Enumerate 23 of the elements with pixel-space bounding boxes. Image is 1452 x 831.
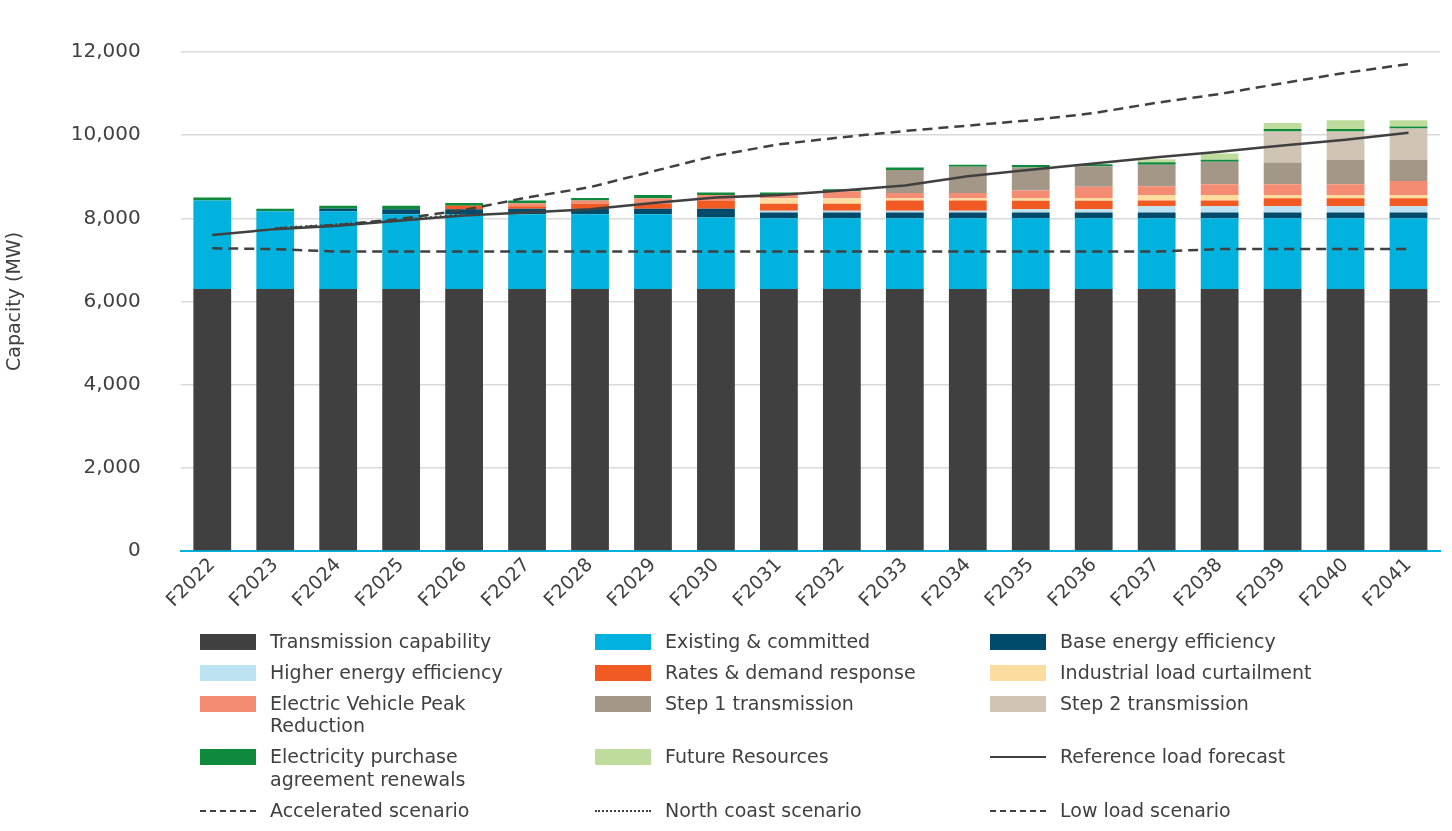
legend-label: Industrial load curtailment bbox=[1060, 660, 1312, 684]
legend-label: Base energy efficiency bbox=[1060, 630, 1276, 653]
y-tick-label: 6,000 bbox=[83, 287, 141, 312]
legend-label: Low load scenario bbox=[1060, 798, 1231, 822]
legend-label: Electricity purchase agreement renewals bbox=[270, 745, 467, 791]
y-tick-label: 10,000 bbox=[70, 121, 141, 146]
y-tick-label: 8,000 bbox=[83, 204, 141, 229]
legend-label: Higher energy efficiency bbox=[270, 660, 503, 684]
y-axis-title: Capacity (MW) bbox=[2, 231, 25, 372]
legend-label: Step 2 transmission bbox=[1060, 691, 1249, 715]
legend-label: Transmission capability bbox=[270, 630, 492, 653]
legend-label: Future Resources bbox=[665, 745, 829, 768]
legend-label: North coast scenario bbox=[665, 798, 862, 822]
legend-label: Reference load forecast bbox=[1060, 745, 1286, 768]
legend-label: Existing & committed bbox=[665, 630, 871, 653]
y-tick-label: 2,000 bbox=[83, 454, 141, 478]
y-tick-label: 12,000 bbox=[70, 38, 141, 63]
legend-label: Electric Vehicle Peak Reduction bbox=[270, 691, 467, 738]
legend-label: Step 1 transmission bbox=[665, 691, 854, 715]
y-tick-label: 4,000 bbox=[83, 370, 141, 395]
y-tick-label: 0 bbox=[128, 537, 141, 562]
legend-label: Accelerated scenario bbox=[270, 798, 470, 822]
legend-label: Rates & demand response bbox=[665, 660, 916, 684]
